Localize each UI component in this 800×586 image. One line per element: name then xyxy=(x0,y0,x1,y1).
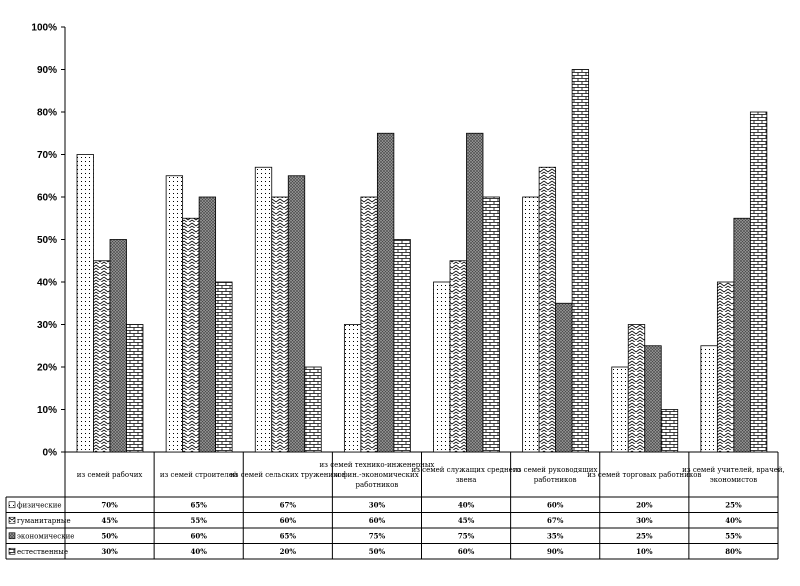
table-value: 50% xyxy=(369,547,386,556)
table-value: 60% xyxy=(190,531,207,540)
bar-zigzag xyxy=(627,324,646,453)
y-tick-label: 10% xyxy=(37,405,57,416)
bar-dots xyxy=(76,154,94,453)
table-value: 65% xyxy=(190,500,207,509)
bar-brick xyxy=(749,111,768,453)
y-tick-label: 90% xyxy=(37,65,57,76)
y-tick-label: 60% xyxy=(37,193,57,204)
category-label: из семей учителей, врачей, экономистов xyxy=(682,466,785,484)
legend-entry: гуманитарные xyxy=(17,517,71,525)
legend-key-grid xyxy=(8,532,16,540)
table-value: 30% xyxy=(101,547,118,556)
bar-zigzag xyxy=(716,281,735,453)
table-value: 60% xyxy=(458,547,475,556)
bar-brick xyxy=(304,366,322,453)
table-value: 55% xyxy=(725,531,742,540)
table-value: 80% xyxy=(725,547,742,556)
bar-grid xyxy=(287,175,306,453)
table-value: 50% xyxy=(101,531,118,540)
table-value: 90% xyxy=(547,547,564,556)
bar-dots xyxy=(254,166,273,453)
legend-key-brick xyxy=(8,547,16,555)
category-label: из семей руководящих работников xyxy=(513,466,597,484)
table-value: 67% xyxy=(547,516,564,525)
table-value: 30% xyxy=(636,516,653,525)
table-value: 75% xyxy=(369,531,386,540)
bars-layer xyxy=(76,69,768,453)
table-value: 20% xyxy=(280,547,297,556)
category-label: из семей технико-инженерных и фин.-эконом… xyxy=(319,461,434,489)
category-label: из семей служащих среднего звена xyxy=(411,466,520,484)
bar-zigzag xyxy=(449,260,467,453)
bar-dots xyxy=(343,324,362,453)
bar-zigzag xyxy=(182,217,200,453)
table-value: 45% xyxy=(458,516,475,525)
table-value: 60% xyxy=(280,516,297,525)
table-value: 40% xyxy=(458,500,475,509)
bar-brick xyxy=(571,69,590,453)
bar-brick xyxy=(660,409,679,453)
bar-grid xyxy=(376,132,395,453)
y-tick-label: 100% xyxy=(31,23,57,34)
table-value: 10% xyxy=(636,547,653,556)
y-tick-label: 30% xyxy=(37,320,57,331)
bar-grid xyxy=(109,239,127,453)
table-value: 67% xyxy=(280,500,297,509)
table-value: 25% xyxy=(636,531,653,540)
table-value: 55% xyxy=(190,516,207,525)
legend-key-zigzag xyxy=(8,516,16,524)
table-value: 60% xyxy=(547,500,564,509)
table-value: 25% xyxy=(725,500,742,509)
table-value: 30% xyxy=(369,500,386,509)
bar-dots xyxy=(165,175,184,453)
bar-brick xyxy=(482,196,500,453)
legend-entry: естественные xyxy=(17,548,68,556)
bar-dots xyxy=(433,281,451,453)
bar-grid xyxy=(555,302,573,453)
bar-grid xyxy=(733,217,751,453)
bar-zigzag xyxy=(93,260,111,453)
table-value: 45% xyxy=(101,516,118,525)
table-value: 75% xyxy=(458,531,475,540)
bar-zigzag xyxy=(538,166,557,453)
bar-grid xyxy=(466,132,484,453)
bar-dots xyxy=(700,345,718,453)
y-tick-label: 20% xyxy=(37,363,57,374)
bar-zigzag xyxy=(360,196,378,453)
y-tick-label: 50% xyxy=(37,235,57,246)
y-tick-label: 0% xyxy=(43,448,58,459)
table-value: 40% xyxy=(190,547,207,556)
category-label: из семей строителей xyxy=(160,471,238,479)
legend-entry: экономические xyxy=(17,532,74,540)
bar-brick xyxy=(126,324,144,453)
table-value: 70% xyxy=(101,500,118,509)
y-tick-label: 40% xyxy=(37,278,57,289)
category-label: из семей рабочих xyxy=(77,471,143,479)
table-value: 20% xyxy=(636,500,653,509)
bar-dots xyxy=(522,196,540,453)
bar-brick xyxy=(215,281,233,453)
bar-dots xyxy=(611,366,629,453)
table-value: 65% xyxy=(280,531,297,540)
bar-grid xyxy=(198,196,217,453)
table-value: 60% xyxy=(369,516,386,525)
table-value: 35% xyxy=(547,531,564,540)
legend-key-dots xyxy=(8,501,16,509)
y-tick-label: 80% xyxy=(37,108,57,119)
category-label: из семей сельских тружеников xyxy=(230,471,346,479)
table-value: 40% xyxy=(725,516,742,525)
bar-brick xyxy=(393,239,411,453)
bar-zigzag xyxy=(271,196,289,453)
category-label: из семей торговых работников xyxy=(587,471,701,479)
legend-entry: физические xyxy=(17,501,62,509)
bar-grid xyxy=(644,345,662,453)
y-tick-label: 70% xyxy=(37,150,57,161)
